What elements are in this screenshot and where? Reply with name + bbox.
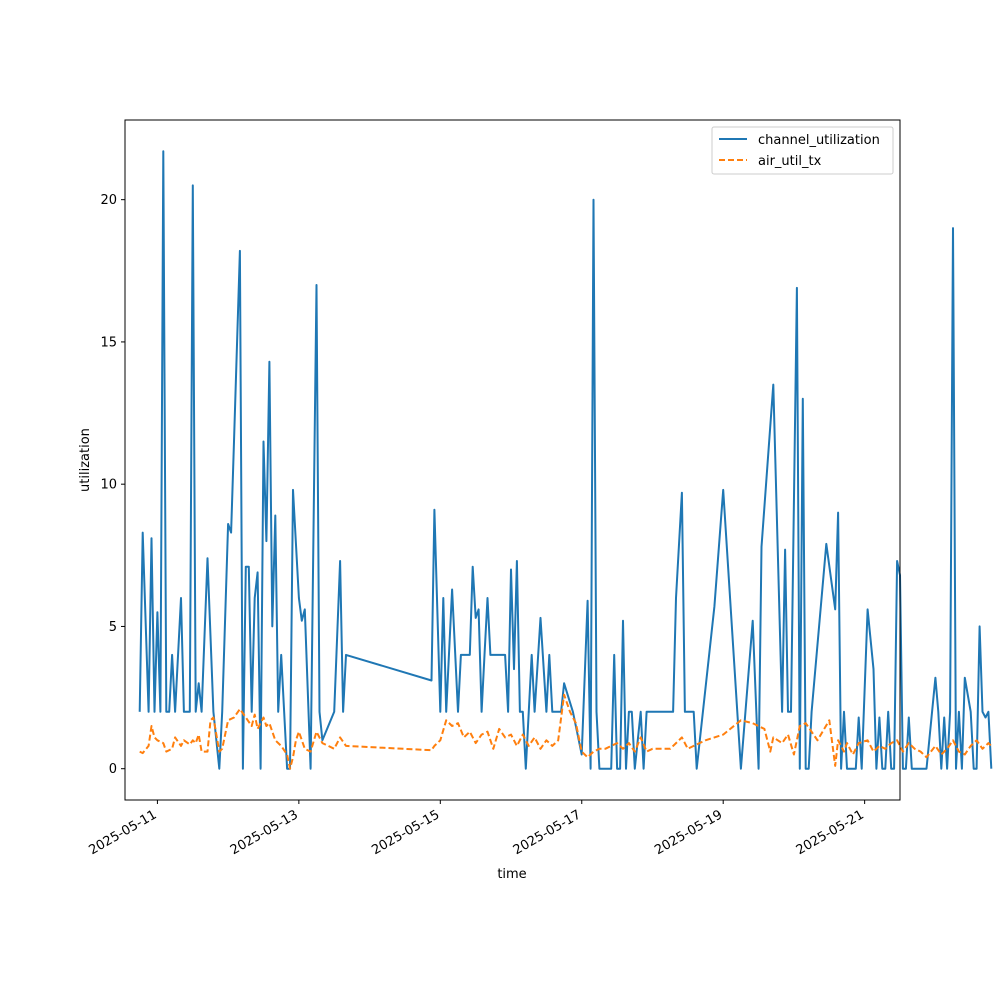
y-tick-label: 5 (109, 620, 117, 635)
legend-label-channel-utilization: channel_utilization (758, 133, 880, 148)
series-line-air-util-tx (139, 693, 992, 770)
series-line-channel-utilization (138, 150, 993, 770)
y-axis-label: utilization (78, 428, 93, 492)
y-tick-label: 10 (100, 478, 117, 493)
y-axis-ticks: 0 5 10 15 20 (100, 193, 125, 777)
axes-frame (124, 119, 901, 801)
legend-label-air-util-tx: air_util_tx (758, 154, 822, 169)
legend: channel_utilization air_util_tx (711, 126, 894, 175)
y-tick-label: 20 (100, 193, 117, 208)
x-axis-label: time (497, 867, 526, 882)
series-layer (138, 150, 993, 770)
y-tick-label: 15 (100, 335, 117, 350)
legend-box (711, 126, 894, 175)
plot-area (124, 119, 993, 801)
y-tick-label: 0 (109, 762, 117, 777)
